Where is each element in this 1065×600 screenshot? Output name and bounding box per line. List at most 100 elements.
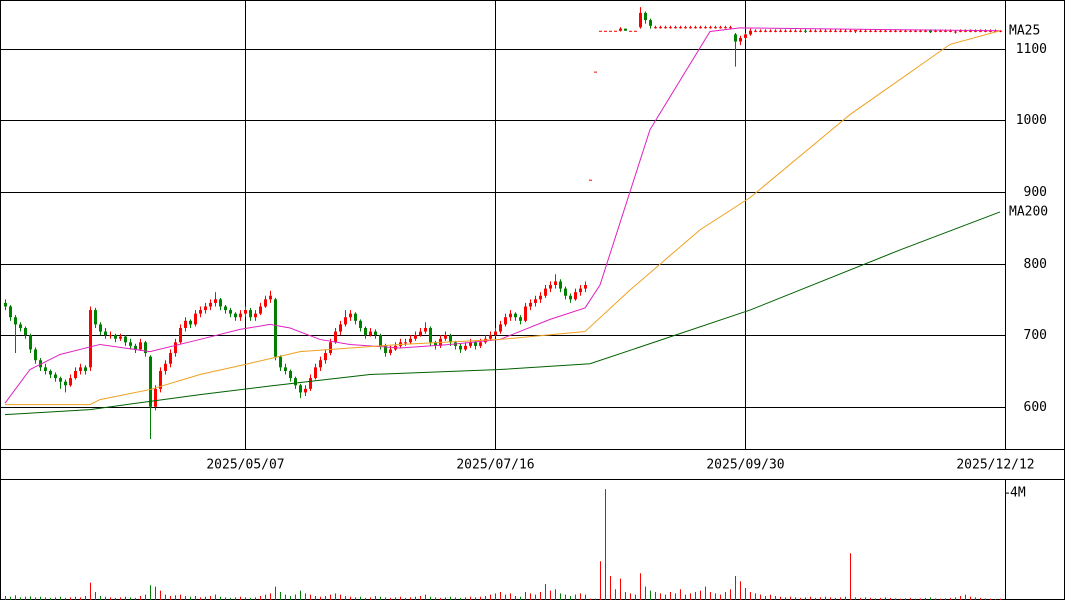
candle-body — [489, 335, 492, 339]
candle-body — [929, 30, 932, 33]
candle-body — [819, 30, 822, 32]
candle-body — [559, 281, 562, 289]
candle-body — [339, 324, 342, 332]
candle-body — [844, 30, 847, 32]
candle-body — [354, 313, 357, 321]
x-tick-label: 2025/05/07 — [206, 458, 284, 473]
candle-body — [959, 30, 962, 32]
candle-body — [904, 30, 907, 32]
candle-body — [479, 342, 482, 346]
candle-body — [774, 30, 777, 32]
candle-body — [564, 288, 567, 296]
candle-body — [679, 27, 682, 29]
candle-body — [224, 306, 227, 311]
candle-body — [424, 327, 427, 332]
candle-body — [799, 30, 802, 32]
candle-body — [609, 30, 612, 32]
candle-body — [269, 295, 272, 300]
candle-body — [804, 30, 807, 32]
candle-body — [329, 342, 332, 354]
candle-body — [704, 27, 707, 29]
candle-body — [189, 320, 192, 325]
candle-body — [244, 310, 247, 314]
candle-body — [504, 317, 507, 325]
candle-body — [899, 30, 902, 32]
candle-body — [509, 313, 512, 318]
candle-body — [304, 388, 307, 393]
candle-body — [89, 310, 92, 368]
legend-label: MA200 — [1009, 204, 1048, 219]
candle-body — [979, 30, 982, 32]
candle-body — [349, 313, 352, 318]
candle-body — [579, 288, 582, 293]
candle-body — [629, 30, 632, 32]
candle-body — [749, 30, 752, 35]
candle-body — [874, 30, 877, 32]
candle-body — [619, 28, 622, 31]
candle-body — [299, 385, 302, 393]
candle-body — [474, 342, 477, 346]
candle-body — [784, 30, 787, 32]
candle-body — [689, 27, 692, 29]
candle-body — [624, 28, 627, 31]
candle-body — [919, 30, 922, 32]
candle-body — [824, 30, 827, 32]
legend-label: MA25 — [1009, 23, 1040, 38]
candle-body — [894, 30, 897, 32]
y-tick-label: 600 — [1024, 400, 1047, 415]
candle-body — [199, 310, 202, 314]
candle-body — [989, 30, 992, 32]
candle-body — [344, 317, 347, 325]
candle-body — [4, 302, 7, 307]
candle-body — [729, 27, 732, 29]
candle-body — [239, 313, 242, 318]
y-tick-label: 1000 — [1016, 113, 1047, 128]
candle-body — [174, 342, 177, 354]
candle-body — [829, 30, 832, 32]
candle-body — [524, 306, 527, 321]
candle-body — [324, 353, 327, 361]
candle-body — [759, 30, 762, 32]
moving-average — [4, 27, 1001, 404]
candle-body — [494, 331, 497, 336]
candle-body — [659, 27, 662, 29]
candle-body — [184, 320, 187, 328]
candle-body — [49, 370, 52, 375]
candle-body — [649, 20, 652, 26]
candle-body — [109, 335, 112, 337]
candle-body — [789, 30, 792, 32]
candle-body — [409, 338, 412, 343]
candle-body — [164, 363, 167, 371]
candle-body — [969, 30, 972, 32]
candle-body — [64, 381, 67, 386]
candle-body — [939, 30, 942, 32]
candle-body — [569, 295, 572, 300]
candle-body — [669, 27, 672, 29]
candle-body — [734, 34, 737, 42]
candle-body — [574, 292, 577, 300]
candle-body — [369, 331, 372, 336]
candle-body — [764, 30, 767, 32]
candle-body — [499, 324, 502, 332]
candle-body — [469, 342, 472, 346]
candle-body — [879, 30, 882, 32]
candle-body — [44, 367, 47, 371]
candle-body — [404, 342, 407, 344]
candle-body — [534, 299, 537, 303]
x-tick-label: 2025/12/12 — [956, 458, 1034, 473]
candle-body — [274, 299, 277, 357]
candle-body — [159, 370, 162, 389]
candle-body — [459, 345, 462, 350]
candle-body — [74, 370, 77, 379]
candle-body — [14, 317, 17, 325]
candle-body — [444, 335, 447, 339]
moving-average — [5, 30, 1001, 406]
candle-body — [514, 313, 517, 318]
candle-body — [594, 71, 597, 73]
candle-body — [114, 335, 117, 339]
candle-body — [144, 342, 147, 354]
candle-body — [59, 378, 62, 382]
x-tick-label: 2025/09/30 — [706, 458, 784, 473]
